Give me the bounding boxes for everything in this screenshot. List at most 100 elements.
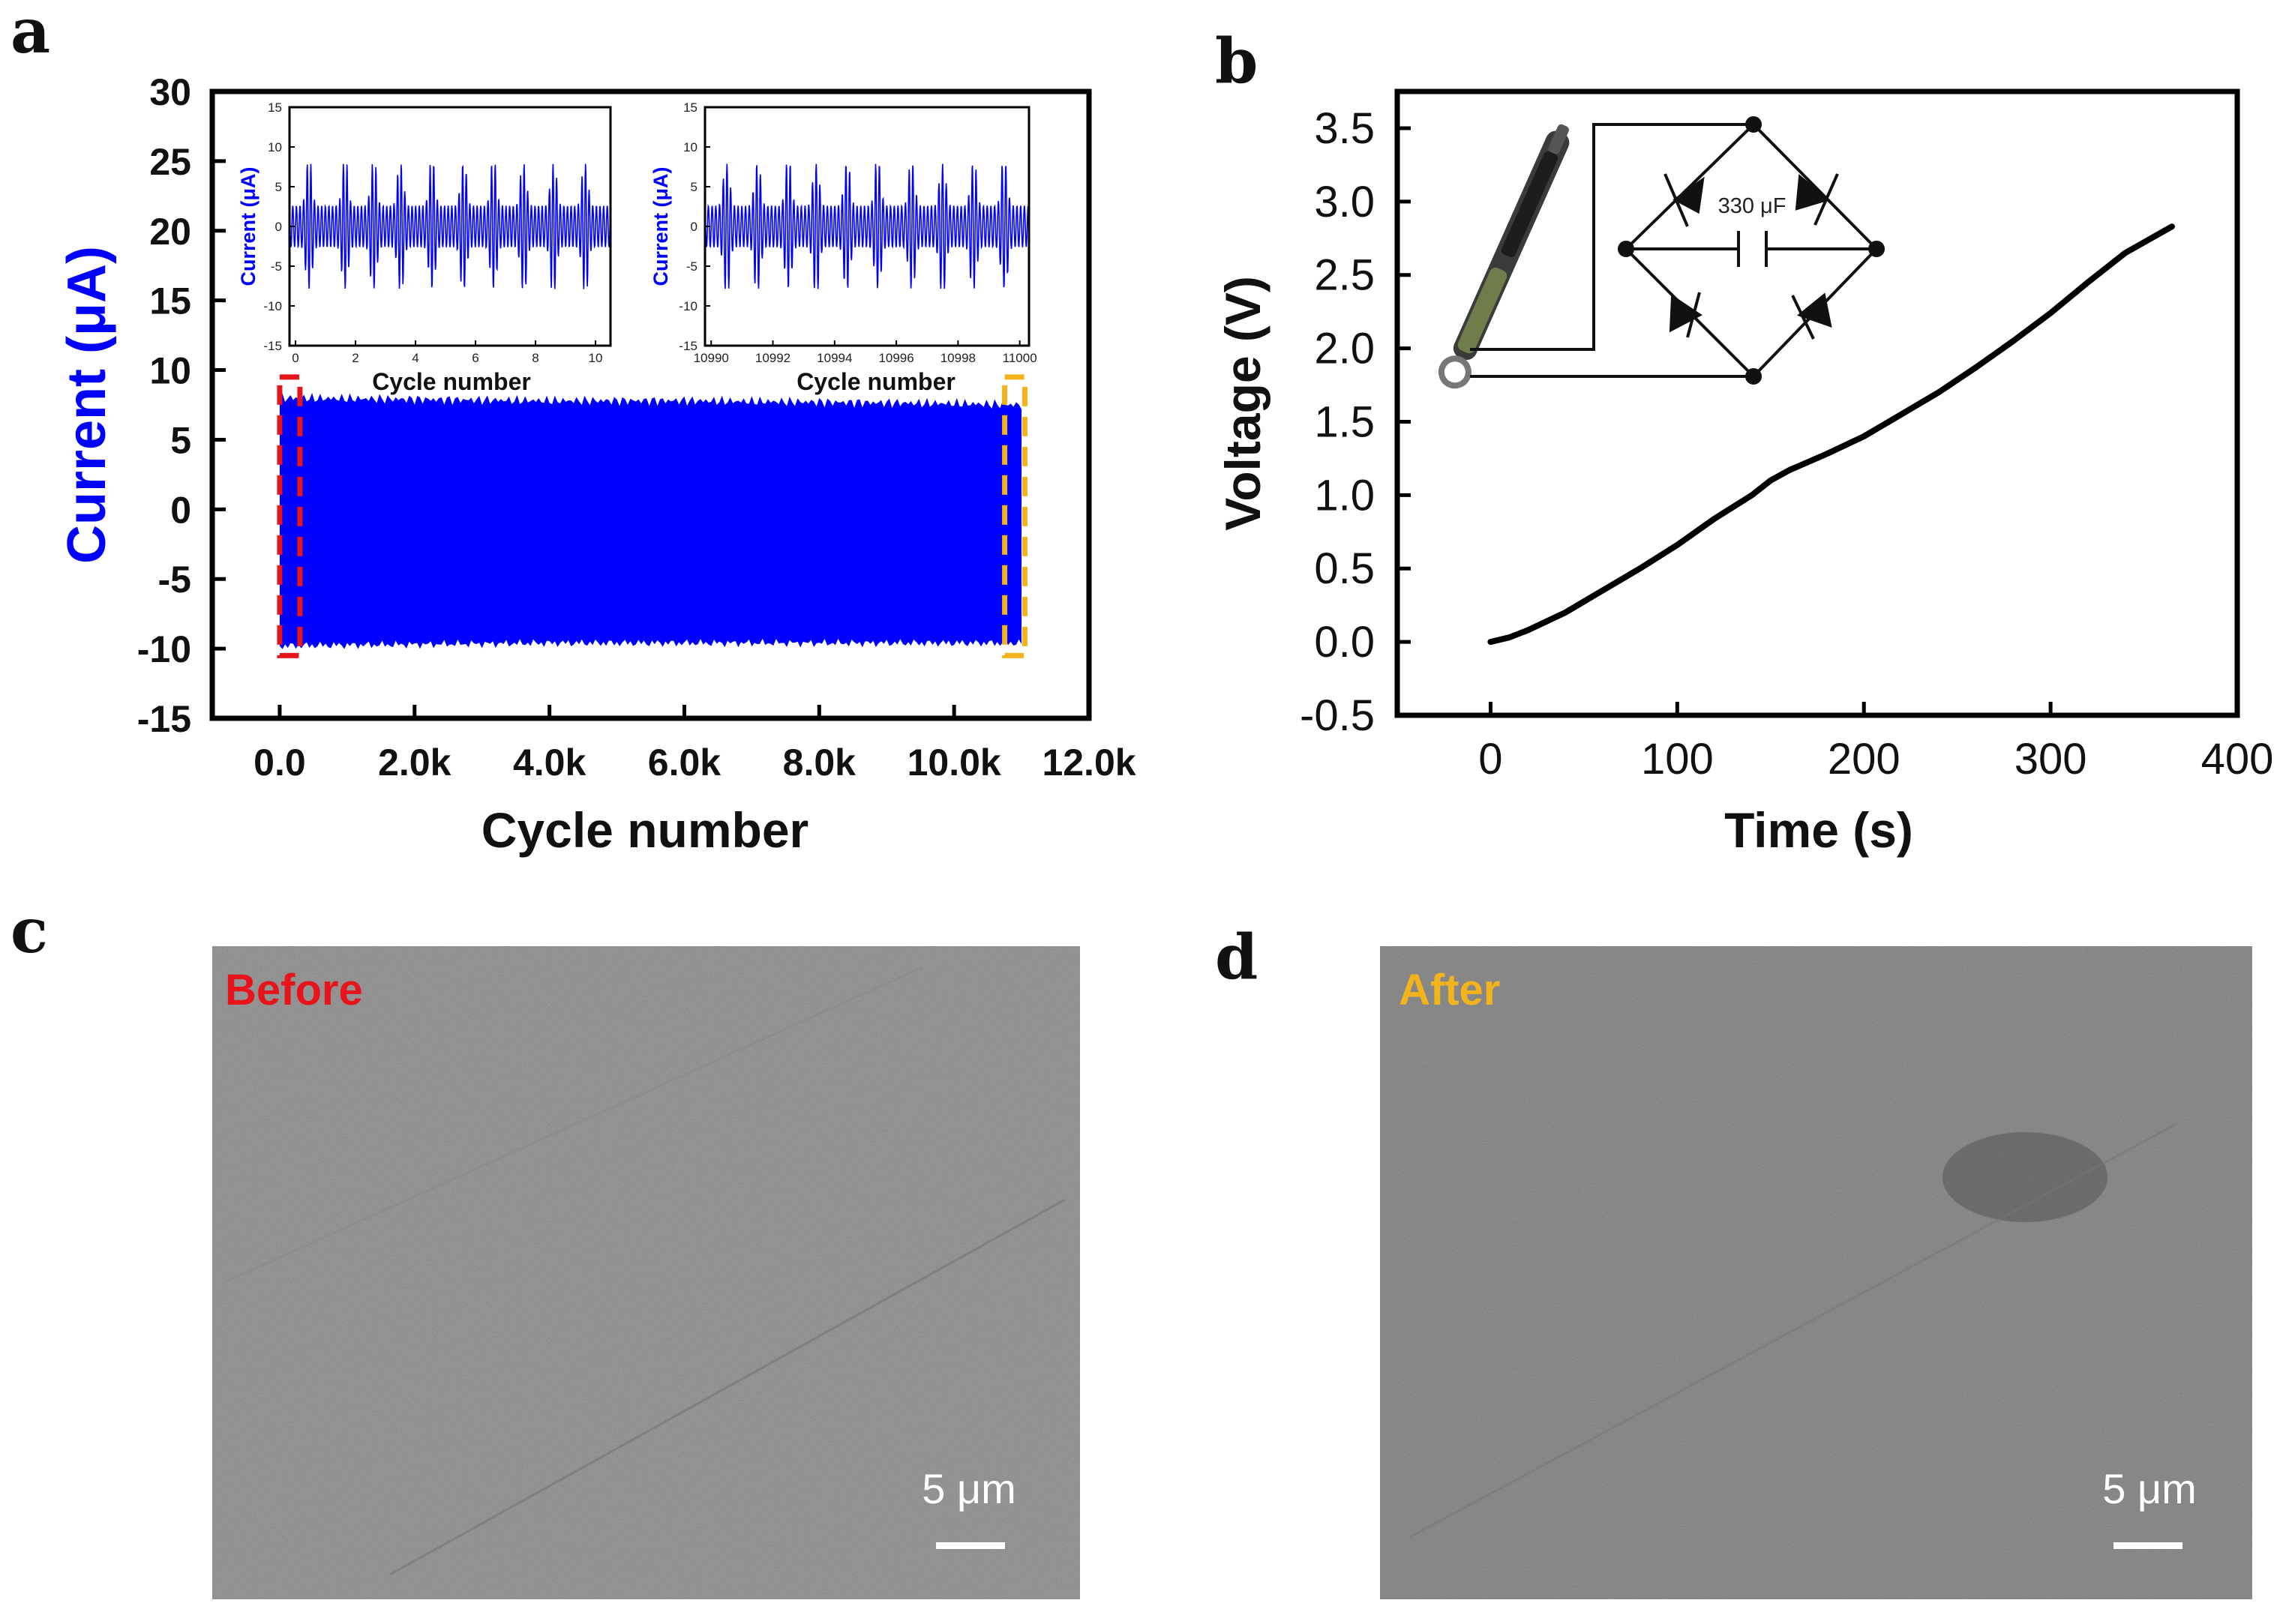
diode-3 [1669,294,1702,333]
y-tick-label: -15 [679,339,698,353]
x-tick-label: 10.0k [908,742,1001,784]
y-tick-label: 10 [149,350,191,392]
x-tick-label: 2.0k [378,742,452,784]
inset-end-ticks: 10990 10992 10994 10996 10998 11000 -15 -10 -5 0 5… [679,100,1036,365]
x-tick-label: 10992 [755,351,790,365]
x-tick-label: 400 [2201,735,2274,784]
current-plot-area [277,374,1028,658]
y-tick-label: 0 [275,220,282,234]
inset-current-trace [704,163,1030,289]
y-tick-label: -5 [686,259,698,274]
x-tick-label: 10996 [878,351,914,365]
y-tick-label: -10 [137,628,191,670]
voltage-curve [1487,223,2175,646]
y-tick-label: 20 [149,211,191,253]
inset-end-waveform [704,163,1030,289]
y-tick-label: 1.5 [1314,397,1375,446]
y-tick-label: 0 [691,220,698,234]
scale-bar-after [2114,1542,2182,1549]
y-tick-label: 5 [275,180,282,194]
current-y-axis-label: Current (μA) [57,246,117,564]
panel-d-letter: d [1215,921,1258,993]
x-tick-label: 300 [2014,735,2087,784]
bridge-rectifier-circuit [1470,116,1885,385]
voltage-axis-ticks: 0 100 200 300 400 -0.5 0.0 0.5 1.0 1.5 2.0 2.5 3.0 3.… [1300,104,2273,784]
voltage-y-axis-label: Voltage (V) [1215,276,1270,531]
y-tick-label: 0.0 [1314,618,1375,667]
y-tick-label: 2.5 [1314,251,1375,300]
x-tick-label: 2 [352,351,358,365]
diode-4 [1796,292,1832,328]
x-tick-label: 6.0k [648,742,722,784]
inset-current-trace [289,163,611,289]
inset-start-waveform [289,163,611,289]
current-x-axis-label: Cycle number [482,802,808,858]
y-tick-label: 10 [683,140,698,154]
y-tick-label: 15 [268,100,282,115]
sem-image-before: Before 5 μm [212,946,1080,1599]
x-tick-label: 4 [412,351,418,365]
y-tick-label: 2.0 [1314,325,1375,373]
y-tick-label: -10 [263,299,282,313]
y-tick-label: 10 [268,140,282,154]
before-label: Before [225,966,363,1014]
y-tick-label: 5 [170,419,191,461]
x-tick-label: 6 [472,351,478,365]
x-tick-label: 100 [1641,735,1714,784]
x-tick-label: 200 [1828,735,1900,784]
x-tick-label: 0 [292,351,298,365]
y-tick-label: 3.5 [1314,104,1375,153]
x-tick-label: 8.0k [783,742,856,784]
y-tick-label: -15 [263,339,282,353]
voltage-plot-area [1487,223,2175,646]
y-tick-label: -5 [271,259,282,274]
diode-1 [1672,176,1705,214]
inset-end-y-label: Current (μA) [650,166,672,286]
voltage-x-axis-label: Time (s) [1724,802,1913,858]
end-window-highlight [1002,374,1028,658]
panel-b-letter: b [1215,25,1258,97]
generator-device-illustration [1438,124,1570,389]
x-tick-label: 10990 [694,351,729,365]
diode-2 [1795,174,1831,211]
x-tick-label: 12.0k [1042,742,1136,784]
scale-bar-label-before: 5 μm [922,1465,1016,1512]
y-tick-label: 0.5 [1314,544,1375,593]
y-tick-label: 25 [149,141,191,183]
start-window-highlight [277,374,303,658]
sem-image-after: After 5 μm [1380,946,2252,1599]
after-label: After [1399,966,1500,1014]
inset-end-frame [704,106,1030,347]
capacitor-label: 330 μF [1718,194,1786,218]
x-tick-label: 10 [589,351,603,365]
y-tick-label: 0 [170,489,191,531]
panel-a-chart: 0.0 2.0k 4.0k 6.0k 8.0k 10.0k 12.0k-15-10-5051… [57,71,1136,858]
scale-bar-label-after: 5 μm [2102,1465,2197,1512]
x-tick-label: 0 [1478,735,1502,784]
y-tick-label: 30 [149,71,191,113]
x-tick-label: 11000 [1003,351,1037,365]
panel-b-chart: 0 100 200 300 400 -0.5 0.0 0.5 1.0 1.5 2.0 2.5 3.0 3.… [1215,88,2273,858]
y-tick-label: 3.0 [1314,178,1375,226]
inset-end-x-label: Cycle number [796,368,956,395]
y-tick-label: 15 [149,280,191,322]
panel-c-letter: c [10,895,48,967]
inset-start-cycles: 0 2 4 6 8 10 -15 -10 -5 0 5 10 15 Cycle number Curre… [237,100,612,395]
y-tick-label: -10 [679,299,698,313]
inset-start-x-label: Cycle number [372,368,531,395]
y-tick-label: 5 [691,180,698,194]
x-tick-label: 10994 [817,351,852,365]
y-tick-label: -5 [158,559,191,601]
current-signal-band [279,392,1022,649]
scale-bar-before [936,1542,1005,1549]
panel-a-letter: a [10,0,50,67]
inset-end-cycles: 10990 10992 10994 10996 10998 11000 -15 -10 -5 0 5… [650,100,1037,395]
x-tick-label: 10998 [940,351,976,365]
inset-start-y-label: Current (μA) [237,166,260,286]
current-plot-frame [209,88,1092,721]
voltage-plot-frame [1394,88,2240,718]
x-tick-label: 0.0 [254,742,306,784]
y-tick-label: -0.5 [1300,691,1375,740]
x-tick-label: 8 [532,351,538,365]
